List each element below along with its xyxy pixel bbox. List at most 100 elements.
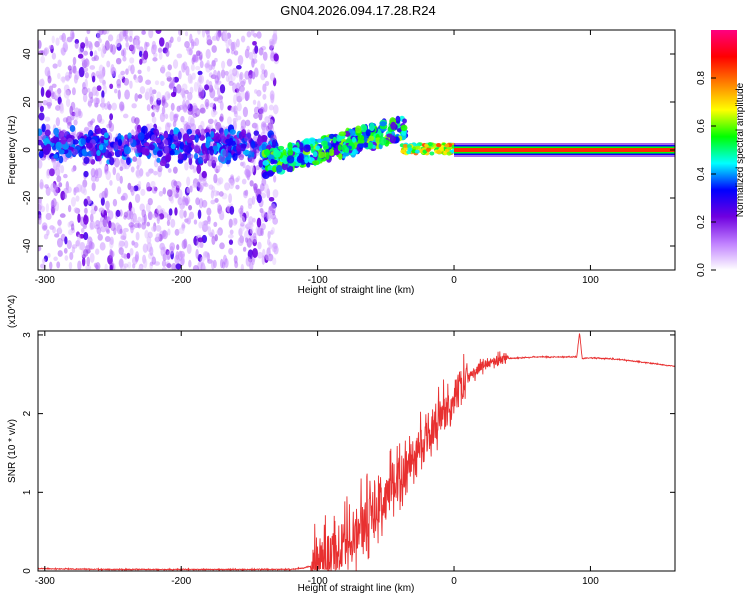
spectrogram-cell: [249, 165, 255, 174]
spectrogram-cell: [308, 137, 316, 144]
spectrogram-cell: [170, 218, 176, 228]
spectrogram-cell: [277, 145, 285, 150]
spectrogram-cell: [71, 87, 76, 96]
spectrogram-cell: [131, 103, 137, 109]
spectrogram-cell: [101, 43, 105, 50]
spectrogram-cell: [170, 91, 177, 98]
spectrogram-cell: [232, 153, 238, 161]
spectrogram-cell: [369, 122, 375, 132]
spectrogram-cell: [304, 156, 309, 164]
spectrogram-cell: [245, 119, 251, 127]
spectrogram-cell: [170, 102, 175, 111]
spectrogram-cell: [83, 58, 90, 68]
spectrogram-cell: [215, 165, 221, 173]
spectrogram-cell: [201, 146, 208, 155]
spectrogram-cell: [207, 118, 214, 124]
spectrogram-cell: [186, 187, 190, 194]
spectrogram-cell: [161, 106, 166, 115]
spectrogram-cell: [129, 57, 135, 64]
spectrogram-cell: [239, 85, 245, 93]
spectrogram-cell: [47, 104, 51, 109]
spectrogram-cell: [402, 118, 407, 124]
spectrogram-cell: [74, 70, 80, 81]
spectrogram-cell: [68, 229, 74, 236]
spectrogram-cell: [42, 225, 48, 230]
spectrogram-cell: [407, 147, 413, 152]
spectrogram-cell: [77, 260, 82, 270]
spectrogram-cell: [415, 145, 421, 150]
spectrogram-cell: [84, 245, 91, 251]
spectrogram-cell: [406, 144, 412, 149]
spectrogram-cell: [242, 161, 246, 169]
spectrogram-cell: [117, 89, 121, 100]
spectrogram-cell: [130, 166, 135, 173]
spectrogram-cell: [93, 97, 99, 106]
spectrogram-cell: [60, 47, 65, 55]
spectrogram-cell: [47, 75, 52, 84]
spectrogram-cell: [181, 201, 186, 208]
spectrogram-cell: [213, 221, 218, 228]
spectrogram-cell: [60, 129, 67, 137]
spectrogram-cell: [89, 65, 96, 70]
spectrogram-cell: [104, 263, 108, 270]
spectrogram-cell: [85, 142, 93, 149]
spectrogram-cell: [141, 222, 147, 230]
spectrogram-cell: [228, 218, 233, 228]
spectrogram-cell: [102, 83, 107, 90]
spectrogram-cell: [351, 136, 357, 143]
spectrogram-cell: [121, 253, 127, 259]
spectrogram-cell: [109, 236, 114, 245]
spectrogram-cell: [204, 251, 209, 258]
spectrogram-cell: [173, 149, 180, 156]
spectrogram-cell: [38, 150, 44, 159]
spectrogram-cell: [205, 48, 211, 60]
spectrogram-cell: [395, 115, 401, 124]
spectrogram-cell: [173, 113, 179, 122]
spectrogram-cell: [65, 98, 71, 108]
spectrogram-cell: [143, 213, 147, 224]
spectrogram-cell: [156, 205, 162, 215]
spectrogram-cell: [51, 52, 57, 60]
spectrogram-cell: [189, 86, 194, 94]
spectrogram-cell: [119, 175, 123, 184]
spectrogram-cell: [161, 94, 166, 101]
spectrogram-cell: [177, 197, 183, 206]
spectrogram-cell: [312, 151, 318, 158]
spectrogram-cell: [38, 40, 42, 49]
spectrogram-cell: [49, 261, 53, 270]
spectrogram-cell: [247, 203, 253, 210]
snr-x-tick-label: -200: [171, 576, 191, 587]
spectrogram-cell: [44, 129, 51, 137]
spectrogram-cell: [59, 106, 65, 114]
spectrogram-cell: [206, 207, 212, 216]
spectrogram-cell: [60, 136, 67, 145]
spectrogram-cell: [192, 112, 198, 119]
spectrogram-cell: [268, 197, 275, 202]
spectrogram-cell: [255, 165, 260, 171]
spectrogram-cell: [191, 183, 198, 189]
spectrogram-cell: [245, 168, 250, 179]
spectrogram-cell: [217, 177, 224, 185]
spectrogram-cell: [260, 192, 267, 199]
spectrogram-cell: [210, 108, 217, 118]
spectrogram-cell: [261, 255, 266, 265]
spectrogram-cell: [195, 128, 201, 136]
spectrogram-cell: [118, 31, 124, 42]
spectrogram-cell: [185, 217, 192, 225]
spectrogram-cell: [112, 198, 118, 207]
spectrogram-cell: [187, 115, 193, 125]
spectrogram-cell: [45, 186, 51, 196]
spectrogram-cell: [97, 46, 102, 52]
spectrogram-cell: [166, 263, 172, 269]
spectrogram-cell: [402, 143, 408, 148]
spectrogram-cell: [169, 196, 175, 204]
spectrogram-cell: [257, 241, 262, 250]
spectrogram-cell: [152, 57, 158, 62]
spectrogram-cell: [52, 63, 58, 69]
spectrogram-cell: [156, 157, 161, 163]
spectrogram-cell: [141, 146, 146, 155]
spectrogram-cell: [269, 72, 275, 82]
spectrogram-cell: [202, 179, 207, 187]
spectrogram-cell: [123, 146, 131, 155]
